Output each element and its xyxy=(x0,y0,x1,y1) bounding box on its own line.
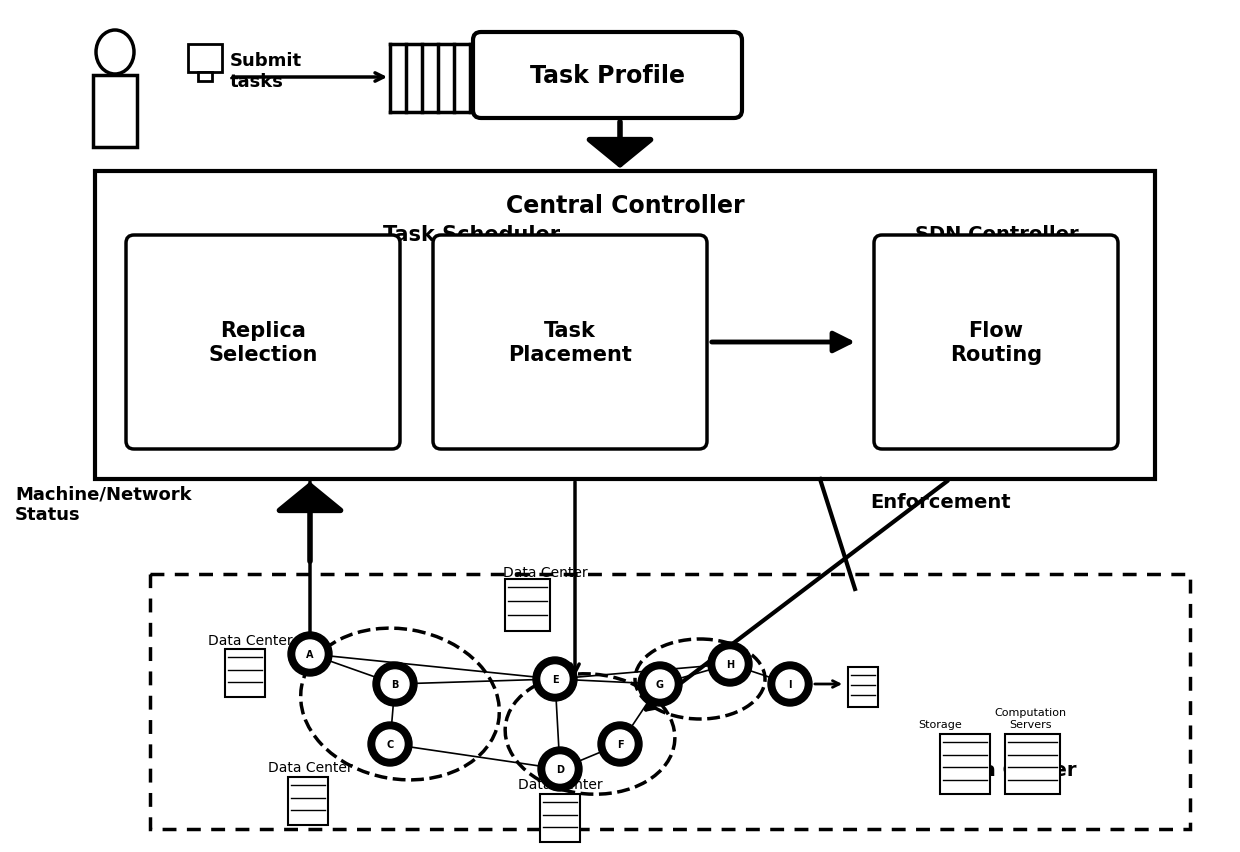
Circle shape xyxy=(288,632,332,676)
Circle shape xyxy=(776,671,804,698)
Bar xyxy=(188,45,222,73)
Bar xyxy=(95,172,1154,480)
Text: Central Controller: Central Controller xyxy=(506,193,744,218)
FancyBboxPatch shape xyxy=(112,204,832,466)
Bar xyxy=(505,579,551,631)
Bar xyxy=(1004,734,1060,794)
Text: Data Center: Data Center xyxy=(502,566,588,579)
FancyBboxPatch shape xyxy=(150,574,1190,829)
Bar xyxy=(848,667,878,707)
Bar xyxy=(288,777,329,825)
Bar xyxy=(198,73,212,82)
Circle shape xyxy=(606,730,634,758)
FancyBboxPatch shape xyxy=(472,33,742,119)
Text: H: H xyxy=(725,659,734,669)
Bar xyxy=(940,734,990,794)
Ellipse shape xyxy=(95,31,134,75)
Text: Data Center: Data Center xyxy=(517,777,603,791)
Bar xyxy=(224,649,265,697)
Text: G: G xyxy=(656,679,663,689)
Text: Submit
tasks: Submit tasks xyxy=(229,52,303,90)
Text: F: F xyxy=(616,740,624,749)
Circle shape xyxy=(296,640,324,668)
Circle shape xyxy=(598,722,642,766)
Text: Storage: Storage xyxy=(918,719,962,729)
Circle shape xyxy=(715,650,744,678)
Circle shape xyxy=(646,671,675,698)
Text: Data Center: Data Center xyxy=(944,760,1076,779)
Circle shape xyxy=(381,671,409,698)
Circle shape xyxy=(639,662,682,706)
Text: Enforcement: Enforcement xyxy=(870,492,1011,511)
Circle shape xyxy=(533,657,577,701)
Circle shape xyxy=(546,755,574,783)
Bar xyxy=(93,76,136,148)
Bar xyxy=(539,794,580,842)
Circle shape xyxy=(368,722,412,766)
Text: Replica
Selection: Replica Selection xyxy=(208,321,317,364)
Text: A: A xyxy=(306,649,314,659)
FancyBboxPatch shape xyxy=(874,236,1118,450)
Text: D: D xyxy=(556,764,564,774)
FancyBboxPatch shape xyxy=(433,236,707,450)
Circle shape xyxy=(373,662,417,706)
FancyBboxPatch shape xyxy=(126,236,401,450)
Circle shape xyxy=(541,665,569,694)
Circle shape xyxy=(538,747,582,791)
Circle shape xyxy=(376,730,404,758)
Text: Data Center: Data Center xyxy=(268,760,352,774)
Circle shape xyxy=(708,642,751,686)
Text: Task
Placement: Task Placement xyxy=(508,321,632,364)
Text: Task Profile: Task Profile xyxy=(529,64,684,88)
Text: Computation
Servers: Computation Servers xyxy=(994,707,1066,729)
Text: Data Center: Data Center xyxy=(207,633,293,648)
Text: Flow
Routing: Flow Routing xyxy=(950,321,1042,364)
Text: C: C xyxy=(387,740,393,749)
Text: B: B xyxy=(392,679,399,689)
FancyBboxPatch shape xyxy=(862,204,1132,466)
Text: E: E xyxy=(552,674,558,684)
Text: Machine/Network
Status: Machine/Network Status xyxy=(15,485,192,524)
Text: Task Scheduler: Task Scheduler xyxy=(383,225,560,245)
Text: SDN Controller: SDN Controller xyxy=(915,225,1079,244)
Text: I: I xyxy=(789,679,792,689)
Circle shape xyxy=(768,662,812,706)
